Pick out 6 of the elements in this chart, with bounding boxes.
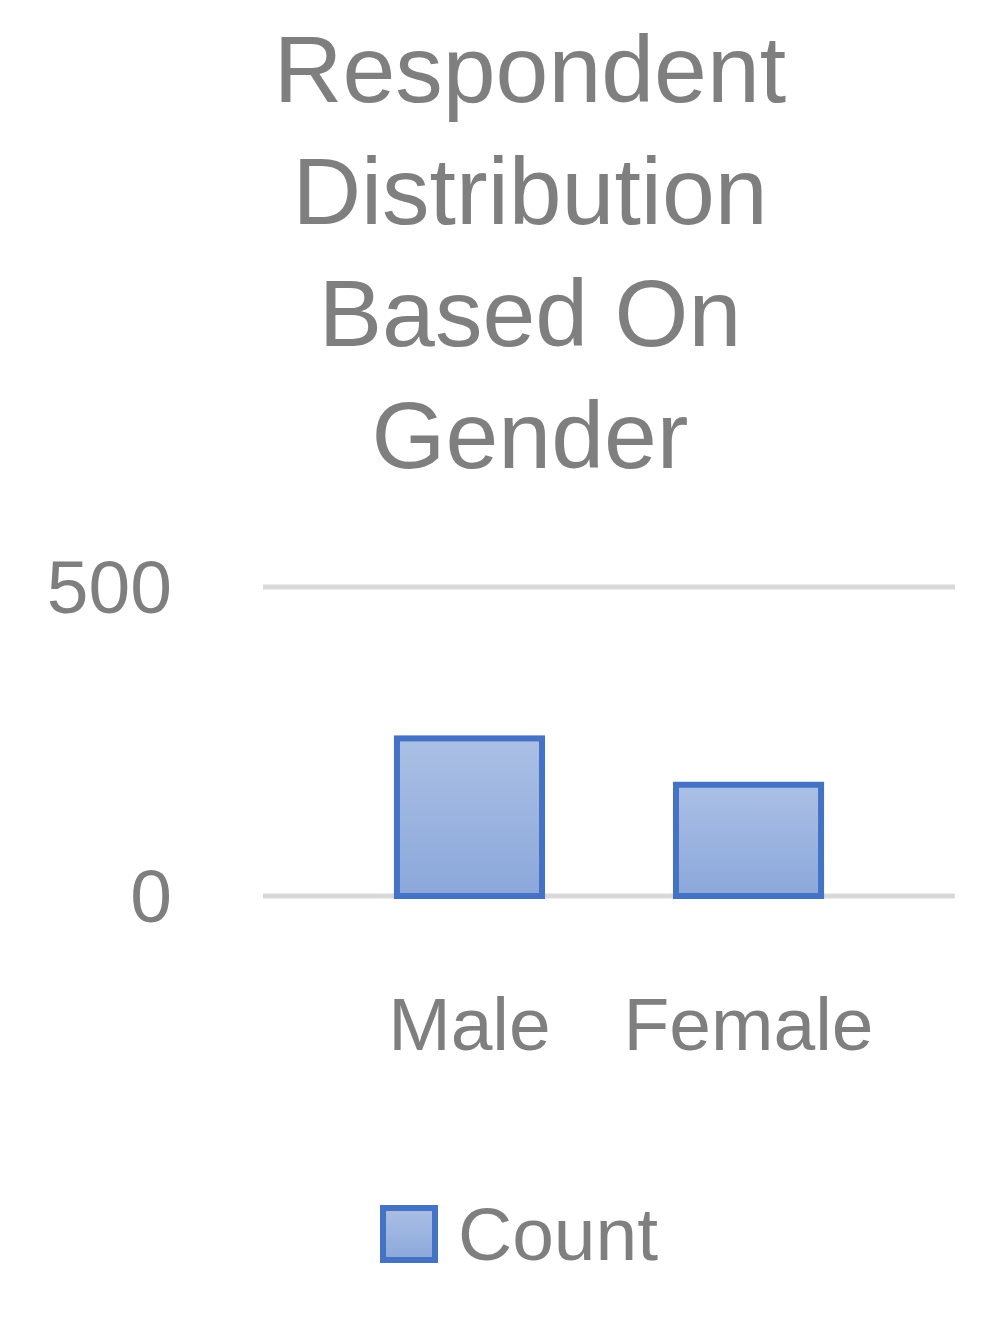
x-tick-label: Male [388, 982, 551, 1066]
y-tick-label: 0 [130, 854, 172, 939]
x-tick-label: Female [623, 982, 874, 1066]
y-tick-label: 500 [46, 545, 172, 630]
chart-title: Respondent Distribution Based On Gender [273, 16, 787, 488]
legend-label: Count [458, 1192, 659, 1277]
